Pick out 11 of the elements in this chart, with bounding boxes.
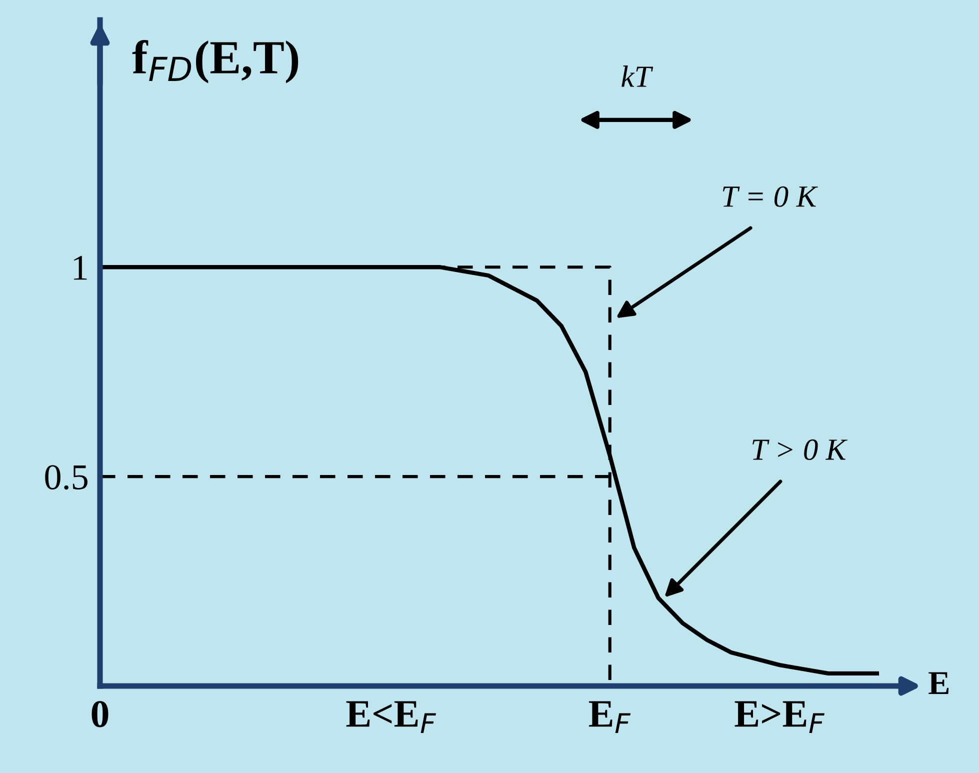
annotation: T > 0 K (752, 439, 848, 460)
y-tick-label: 1 (74, 256, 87, 280)
x-tick-label: E$_{F}$ (588, 701, 631, 734)
x-axis-title: E (928, 672, 949, 694)
x-tick-label: E>E$_{F}$ (734, 701, 825, 734)
annotation: T = 0 K (722, 186, 818, 207)
x-tick-label: 0 (92, 701, 108, 728)
y-axis-title: f$_{FD}$(E,T) (132, 40, 298, 84)
annotation: kT (622, 66, 654, 87)
y-tick-label: 0.5 (45, 465, 88, 490)
x-tick-label: E<E$_{F}$ (346, 701, 436, 734)
